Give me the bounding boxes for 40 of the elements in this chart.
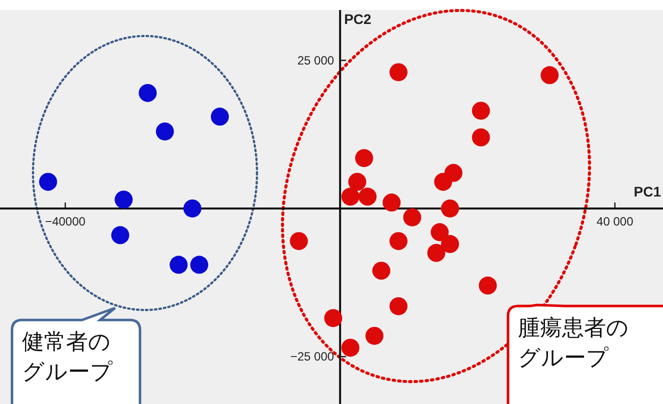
point [348, 172, 366, 191]
point [389, 232, 408, 250]
point [358, 188, 377, 206]
annotation: 健常者のグループ [22, 329, 114, 387]
point [441, 235, 460, 254]
point [540, 66, 559, 84]
point [472, 102, 490, 120]
y-tick-label: −25 000 [290, 350, 334, 364]
point [341, 188, 360, 206]
point [138, 84, 157, 102]
point [389, 297, 408, 316]
point [365, 326, 384, 345]
x-axis-title: PC1 [634, 183, 662, 200]
point [434, 172, 452, 191]
point [111, 226, 130, 244]
point [441, 199, 460, 218]
point [372, 262, 390, 280]
y-axis-title: PC2 [344, 11, 372, 27]
x-tick-label: 40 000 [596, 214, 634, 228]
point [355, 149, 374, 168]
point [427, 244, 446, 262]
point [39, 172, 58, 191]
point [290, 232, 308, 250]
point [324, 309, 342, 328]
point [341, 338, 360, 357]
point [430, 223, 449, 242]
point [190, 256, 208, 274]
point [210, 108, 229, 126]
point [183, 199, 202, 218]
y-tick-label: 25 000 [297, 53, 334, 68]
point [114, 190, 133, 209]
point [170, 256, 188, 274]
x-tick-label: −40000 [45, 214, 86, 228]
point [472, 128, 490, 146]
annotation: 腫瘍患者のグループ [518, 315, 630, 373]
point [382, 194, 401, 212]
point [156, 122, 174, 140]
point [478, 276, 497, 295]
point [403, 208, 422, 226]
point [389, 63, 408, 82]
